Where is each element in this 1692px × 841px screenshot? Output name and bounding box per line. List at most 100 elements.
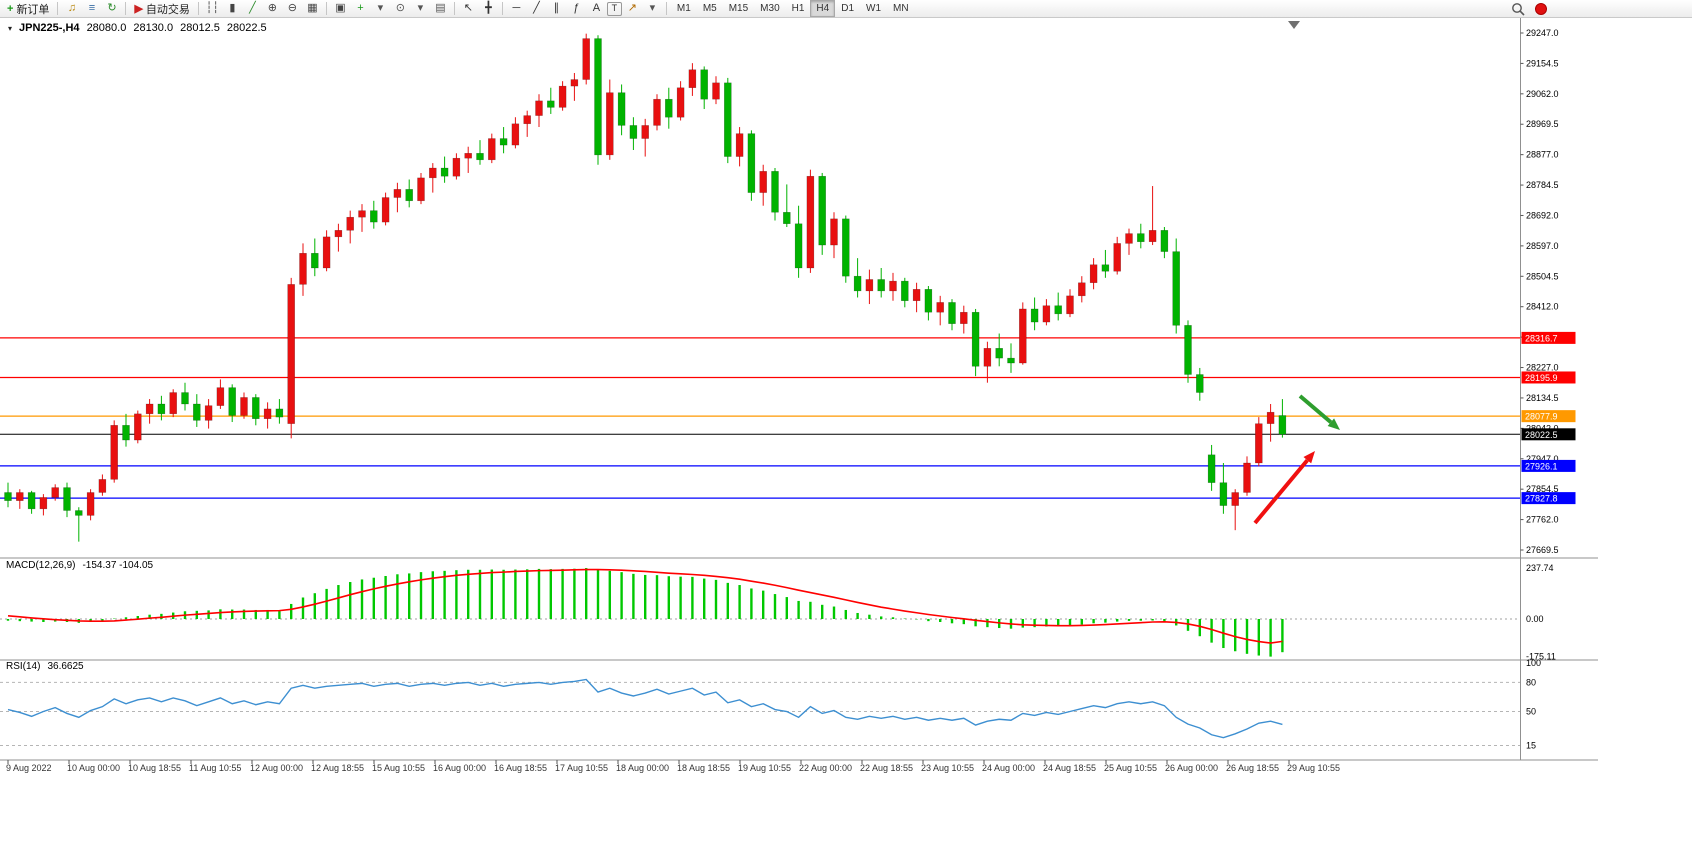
candle-body bbox=[263, 408, 272, 419]
macd-scale-label: -175.11 bbox=[1526, 652, 1556, 662]
trend-arrow-head bbox=[1303, 451, 1315, 464]
fibonacci-icon[interactable]: ƒ bbox=[573, 2, 580, 14]
price-tick-label: 28784.5 bbox=[1526, 180, 1559, 190]
macd-label: MACD(12,26,9) -154.37 -104.05 bbox=[6, 560, 153, 571]
candle-body bbox=[558, 85, 567, 108]
price-tick-label: 29247.0 bbox=[1526, 28, 1559, 38]
arrange-windows-icon[interactable]: ▣ bbox=[335, 2, 346, 14]
price-badge[interactable] bbox=[1521, 410, 1576, 423]
timeframe-button-m1[interactable]: M1 bbox=[676, 3, 691, 14]
rsi-scale-label: 50 bbox=[1526, 707, 1536, 717]
rsi-name: RSI(14) bbox=[6, 661, 41, 672]
timeframe-button-h1[interactable]: H1 bbox=[791, 3, 805, 14]
line-chart-icon[interactable]: ╱ bbox=[249, 2, 256, 14]
time-label: 25 Aug 10:55 bbox=[1104, 763, 1157, 773]
candle-body bbox=[1160, 230, 1169, 252]
candle-body bbox=[1207, 454, 1216, 483]
timeframe-buttons: M1 M5 M15 M30 H1 H4 D1 W1 MN bbox=[671, 0, 915, 17]
price-tick-label: 29154.5 bbox=[1526, 58, 1559, 68]
tile-windows-icon[interactable]: ▦ bbox=[307, 2, 318, 14]
time-label: 26 Aug 00:00 bbox=[1165, 763, 1218, 773]
notifications-icon[interactable] bbox=[1535, 3, 1547, 15]
timeframe-button-m15[interactable]: M15 bbox=[728, 3, 749, 14]
cursor-icon[interactable]: ↖ bbox=[463, 2, 474, 14]
market-depth-icon[interactable]: ≡ bbox=[88, 2, 96, 14]
candle-body bbox=[181, 392, 189, 405]
ohlc-bars-icon[interactable]: ┆┆ bbox=[205, 2, 220, 14]
text-label-icon[interactable]: T bbox=[606, 1, 622, 16]
arrows-icon[interactable]: ↗ bbox=[627, 2, 638, 14]
rsi-scale-label: 100 bbox=[1526, 658, 1541, 668]
timeframe-button-w1[interactable]: W1 bbox=[866, 3, 882, 14]
candle-body bbox=[193, 403, 201, 421]
price-badge[interactable] bbox=[1521, 371, 1576, 384]
candle-body bbox=[724, 82, 732, 157]
candlestick-icon[interactable]: ▮ bbox=[229, 2, 236, 14]
price-badge-label: 27827.8 bbox=[1525, 494, 1558, 504]
refresh-icon[interactable]: ↻ bbox=[107, 2, 117, 14]
candle-body bbox=[1113, 243, 1121, 272]
candle-body bbox=[169, 392, 177, 415]
candle-body bbox=[794, 223, 803, 269]
zoom-out-icon[interactable]: ⊖ bbox=[287, 2, 298, 14]
candle-body bbox=[358, 210, 366, 218]
candle-body bbox=[157, 403, 166, 415]
candle-body bbox=[1089, 264, 1098, 283]
candle-body bbox=[877, 279, 885, 292]
candle-body bbox=[594, 38, 602, 156]
price-badge[interactable] bbox=[1521, 331, 1576, 344]
new-order-button-icon: + bbox=[7, 2, 14, 15]
equidistant-channel-icon[interactable]: ∥ bbox=[553, 2, 560, 14]
trend-arrow[interactable] bbox=[1298, 394, 1333, 424]
candle-body bbox=[1231, 492, 1239, 506]
price-tick-label: 27947.0 bbox=[1526, 454, 1559, 464]
time-label: 22 Aug 00:00 bbox=[799, 763, 852, 773]
crosshair-icon[interactable]: ╋ bbox=[485, 2, 492, 14]
indicators-icon[interactable]: + bbox=[357, 2, 364, 14]
period-dropdown-icon[interactable]: ▾ bbox=[417, 2, 424, 14]
timeframe-button-d1[interactable]: D1 bbox=[841, 3, 855, 14]
candle-body bbox=[1137, 233, 1145, 243]
timeframe-button-m30[interactable]: M30 bbox=[760, 3, 780, 14]
trendline-icon[interactable]: ╱ bbox=[533, 2, 540, 14]
autotrade-button-label: 自动交易 bbox=[145, 3, 190, 16]
candle-body bbox=[901, 280, 909, 302]
time-label: 29 Aug 10:55 bbox=[1287, 763, 1340, 773]
macd-scale-label: 0.00 bbox=[1526, 614, 1544, 624]
ohlc-high: 28130.0 bbox=[133, 22, 174, 34]
candle-body bbox=[676, 87, 685, 118]
timeframe-button-m5[interactable]: M5 bbox=[702, 3, 717, 14]
candle-body bbox=[122, 425, 130, 441]
price-tick-label: 28412.0 bbox=[1526, 302, 1559, 312]
price-badge[interactable] bbox=[1521, 428, 1576, 441]
autotrade-button[interactable]: ▶ 自动交易 bbox=[130, 1, 193, 16]
candle-body bbox=[924, 289, 933, 313]
text-icon[interactable]: A bbox=[592, 2, 601, 14]
sound-icon[interactable]: ♫ bbox=[67, 2, 77, 14]
trend-arrow[interactable] bbox=[1253, 458, 1309, 525]
timeframe-button-h4[interactable]: H4 bbox=[810, 0, 836, 17]
time-label: 24 Aug 18:55 bbox=[1043, 763, 1096, 773]
horizontal-line-icon[interactable]: ─ bbox=[512, 2, 521, 14]
timeframe-button-mn[interactable]: MN bbox=[893, 3, 909, 14]
period-clock-icon[interactable]: ⊙ bbox=[395, 2, 406, 14]
zoom-in-icon[interactable]: ⊕ bbox=[267, 2, 278, 14]
candle-body bbox=[98, 479, 107, 493]
price-badge[interactable] bbox=[1521, 492, 1576, 505]
arrows-dropdown-icon[interactable]: ▾ bbox=[649, 2, 656, 14]
indicators-dropdown-icon[interactable]: ▾ bbox=[377, 2, 384, 14]
time-label: 17 Aug 10:55 bbox=[555, 763, 608, 773]
price-badge-label: 27926.1 bbox=[1525, 461, 1558, 471]
price-badge[interactable] bbox=[1521, 459, 1576, 472]
ohlc-open: 28080.0 bbox=[86, 22, 127, 34]
new-order-button[interactable]: + 新订单 bbox=[3, 1, 53, 16]
candle-body bbox=[535, 100, 543, 116]
candle-body bbox=[747, 133, 756, 193]
candle-body bbox=[405, 189, 413, 202]
price-tick-label: 28597.0 bbox=[1526, 241, 1559, 251]
price-tick-label: 28134.5 bbox=[1526, 393, 1559, 403]
templates-icon[interactable]: ▤ bbox=[435, 2, 446, 14]
chart-menu-triangle-icon[interactable]: ▾ bbox=[8, 23, 13, 33]
search-icon[interactable] bbox=[1508, 1, 1527, 18]
